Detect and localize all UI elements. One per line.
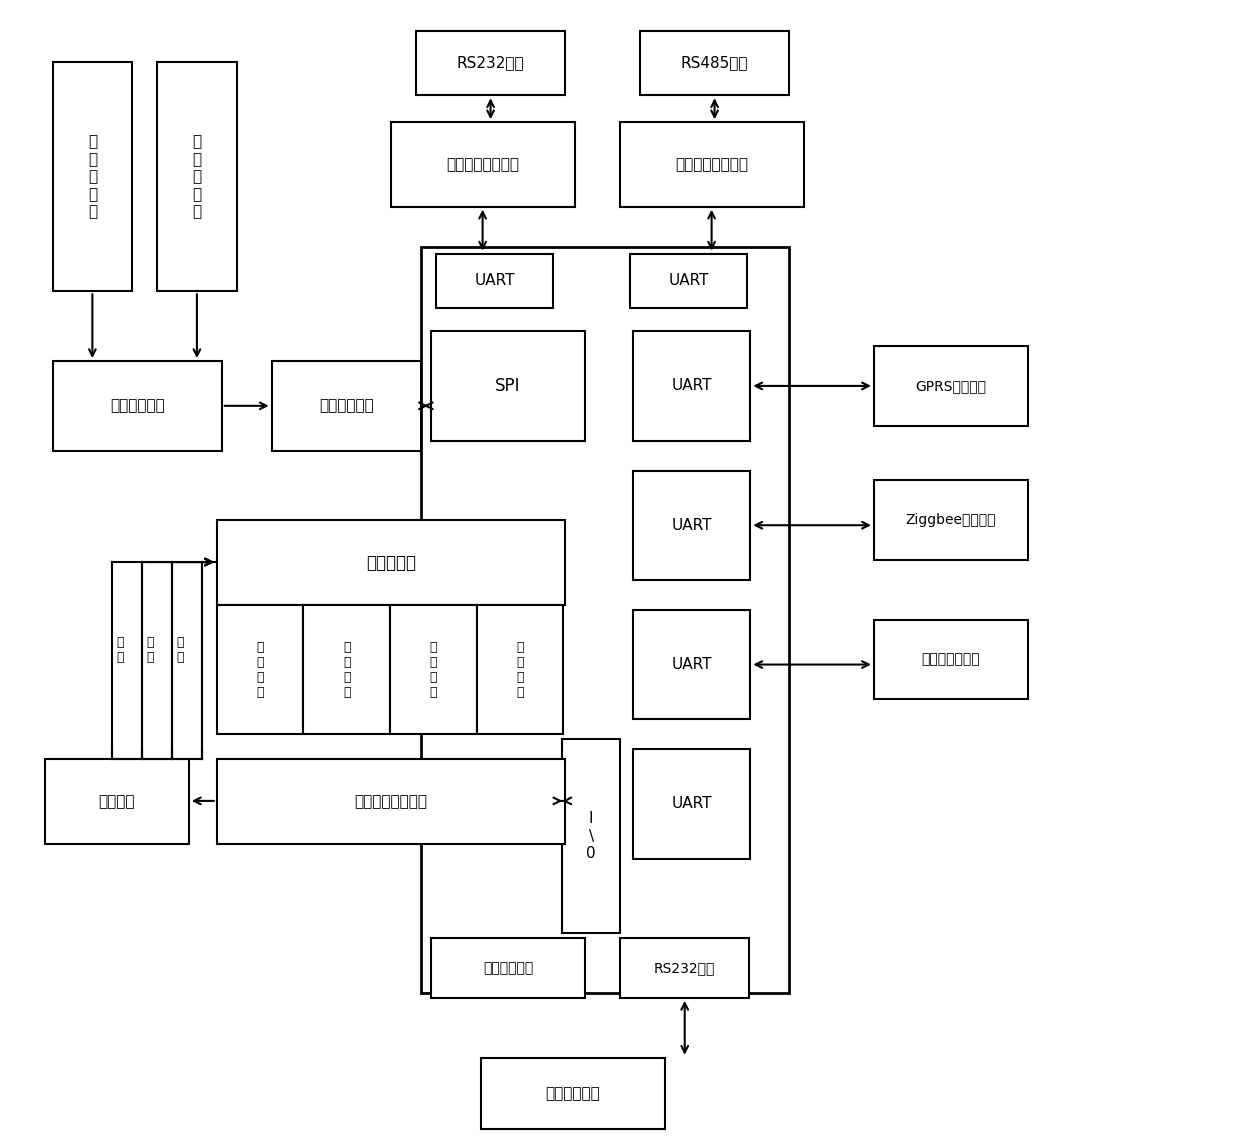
Bar [45,759,188,844]
Text: 旋
钮
分
闸: 旋 钮 分 闸 [429,641,436,698]
Bar [391,122,575,207]
Bar [52,62,133,292]
Bar [620,122,805,207]
Bar [430,938,585,998]
Text: 分
闸: 分 闸 [117,636,124,664]
Text: UART: UART [671,379,712,394]
Text: 储
能
状
态: 储 能 状 态 [343,641,351,698]
Bar [430,331,585,441]
Text: 控制电路: 控制电路 [98,794,135,809]
Text: 智能断路器: 智能断路器 [366,553,417,572]
Bar [435,254,553,309]
Bar [632,610,750,720]
Bar [620,938,749,998]
Bar [481,1057,665,1130]
Bar [874,346,1028,426]
Bar [217,605,304,735]
Text: 时钟管理模块: 时钟管理模块 [546,1086,600,1101]
Bar [420,247,789,993]
Bar [415,31,565,95]
Bar [157,62,237,292]
Bar [640,31,789,95]
Text: 储
能: 储 能 [176,636,184,664]
Bar [476,605,563,735]
Text: 旋
钮
合
闸: 旋 钮 合 闸 [516,641,523,698]
Text: RS232接口: RS232接口 [456,55,525,70]
Bar [272,360,420,451]
Bar [632,750,750,859]
Text: 以太网连接模块: 以太网连接模块 [921,652,981,667]
Text: 开
关
状
态: 开 关 状 态 [257,641,264,698]
Bar [52,360,222,451]
Text: I
\
0: I \ 0 [587,812,596,861]
Text: UART: UART [671,797,712,812]
Text: 数据存储模块: 数据存储模块 [482,961,533,975]
Text: SPI: SPI [495,377,521,395]
Text: UART: UART [475,273,515,288]
Bar [217,759,565,844]
Text: UART: UART [668,273,709,288]
Text: UART: UART [671,657,712,672]
Bar [630,254,748,309]
Bar [562,739,620,933]
Text: UART: UART [671,518,712,533]
Text: 合
闸: 合 闸 [146,636,154,664]
Bar [632,471,750,580]
Bar [304,605,391,735]
Bar [874,620,1028,699]
Text: 信号采样模块: 信号采样模块 [319,398,373,413]
Text: RS232接口: RS232接口 [653,961,715,975]
Text: 开关光耦隔离模块: 开关光耦隔离模块 [355,794,428,809]
Bar [217,520,565,605]
Bar [874,481,1028,560]
Text: 数据接口转化芯片: 数据接口转化芯片 [446,157,520,172]
Text: 信号调理电路: 信号调理电路 [110,398,165,413]
Bar [632,331,750,441]
Text: GPRS连接模块: GPRS连接模块 [915,379,987,393]
Text: 数据接口转化芯片: 数据接口转化芯片 [676,157,749,172]
Text: 电
压
互
感
器: 电 压 互 感 器 [192,134,201,219]
Bar [391,605,476,735]
Text: 电
流
互
感
器: 电 流 互 感 器 [88,134,97,219]
Text: RS485接口: RS485接口 [681,55,748,70]
Text: Ziggbee连接模块: Ziggbee连接模块 [905,513,996,527]
